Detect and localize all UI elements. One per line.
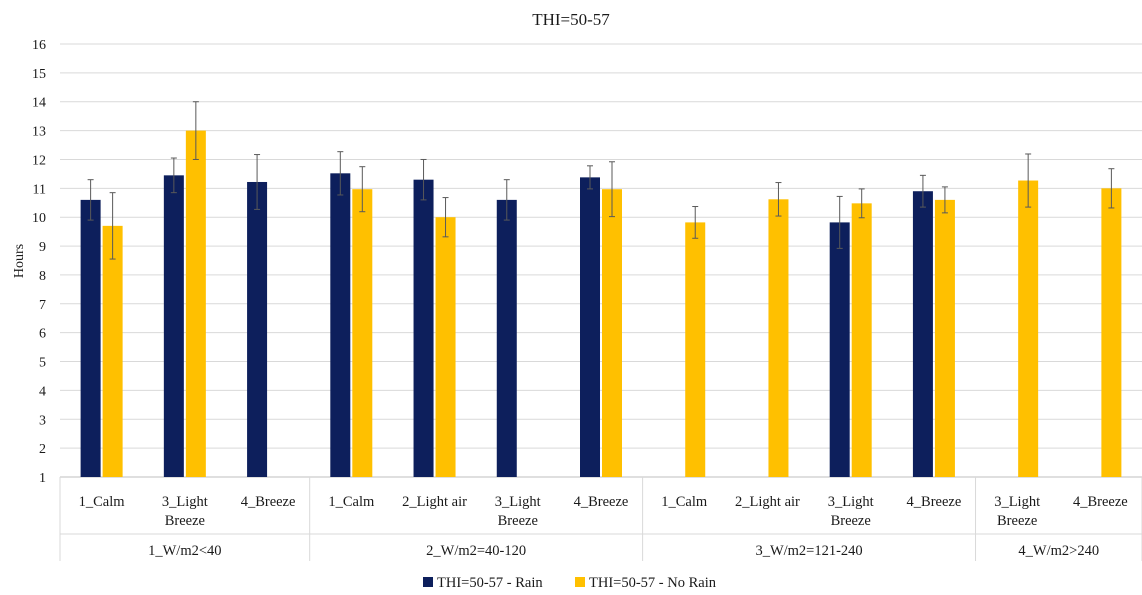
x-group-label: 1_W/m2<40 [148,543,221,559]
x-tick-label: 3_Light Breeze [994,494,1040,529]
x-tick-label: 1_Calm [661,494,708,510]
error-bar [87,179,94,221]
bar-no-rain [685,222,706,477]
bar-no-rain [102,225,123,477]
x-tick-label: 2_Light air [402,494,467,510]
error-bar [109,192,116,260]
error-bar [337,151,344,196]
y-tick-label: 16 [32,38,46,53]
x-tick-label: 4_Breeze [574,494,629,510]
y-tick-label: 8 [39,269,46,284]
gridlines [60,43,1142,478]
bar-rain [413,179,434,477]
bar-no-rain [602,189,622,477]
legend-swatch-rain [423,577,433,587]
bar-rain [80,199,101,477]
error-bar [1025,153,1032,208]
bar-no-rain [768,199,789,477]
y-tick-label: 1 [39,471,46,486]
error-bar [1108,168,1115,209]
x-tick-label: 2_Light air [735,494,800,510]
bar-no-rain [185,130,206,477]
y-tick-label: 12 [32,153,46,168]
legend-item: THI=50-57 - No Rain [575,575,717,591]
y-axis-label: Hours [12,244,27,278]
error-bar [941,186,948,214]
error-bar [359,166,366,213]
legend-swatch-no-rain [575,577,585,587]
bars [80,130,1122,478]
error-bar [170,157,177,194]
y-tick-label: 11 [33,182,46,197]
y-tick-label: 7 [39,298,46,313]
y-tick-label: 10 [32,211,46,226]
bar-no-rain [435,217,456,477]
x-tick-label: 3_Light Breeze [495,494,541,529]
legend-item: THI=50-57 - Rain [423,575,543,591]
y-tick-label: 6 [39,327,46,342]
error-bar [192,101,199,160]
bar-no-rain [934,199,955,477]
error-bar [587,165,593,190]
bar-rain [580,177,600,477]
bar-rain [247,181,268,477]
x-tick-label: 4_Breeze [907,494,962,510]
bar-rain [163,175,184,478]
error-bar [420,158,427,201]
y-tick-label: 9 [39,240,46,255]
bar-no-rain [1101,188,1122,478]
y-tick-label: 14 [32,96,46,111]
y-tick-label: 4 [39,384,46,399]
error-bar [836,195,843,249]
bar-rain [330,173,351,477]
error-bars [87,101,1115,260]
bar-rain [496,199,517,477]
legend-label: THI=50-57 - Rain [437,575,543,591]
error-bar [609,161,615,218]
x-group-label: 3_W/m2=121-240 [755,543,862,559]
legend: THI=50-57 - Rain THI=50-57 - No Rain [423,575,717,591]
error-bar [692,206,699,239]
bar-rain [912,191,933,477]
chart-title: THI=50-57 [532,10,610,29]
bar-no-rain [1018,180,1039,477]
y-tick-label: 2 [39,442,46,457]
error-bar [858,188,865,219]
y-tick-label: 13 [32,125,46,140]
x-tick-label: 1_Calm [328,494,375,510]
x-tick-label: 4_Breeze [1073,494,1128,510]
bar-no-rain [352,189,373,477]
x-tick-label: 1_Calm [79,494,126,510]
y-tick-label: 15 [32,67,46,82]
legend-label: THI=50-57 - No Rain [589,575,717,591]
error-bar [919,174,926,208]
error-bar [775,182,782,217]
error-bar [254,154,261,210]
x-axis: 1_Calm 3_Light Breeze 4_Breeze 1_Calm 2_Light… [59,477,1142,561]
x-tick-label: 4_Breeze [241,494,296,510]
x-tick-label: 3_Light Breeze [828,494,874,529]
error-bar [503,179,510,221]
error-bar [442,197,449,238]
bar-no-rain [851,203,872,477]
x-tick-label: 3_Light Breeze [162,494,208,529]
y-tick-label: 5 [39,356,46,371]
bar-rain [829,222,850,477]
x-group-label: 2_W/m2=40-120 [426,543,526,559]
y-tick-label: 3 [39,413,46,428]
x-group-label: 4_W/m2>240 [1018,543,1099,559]
